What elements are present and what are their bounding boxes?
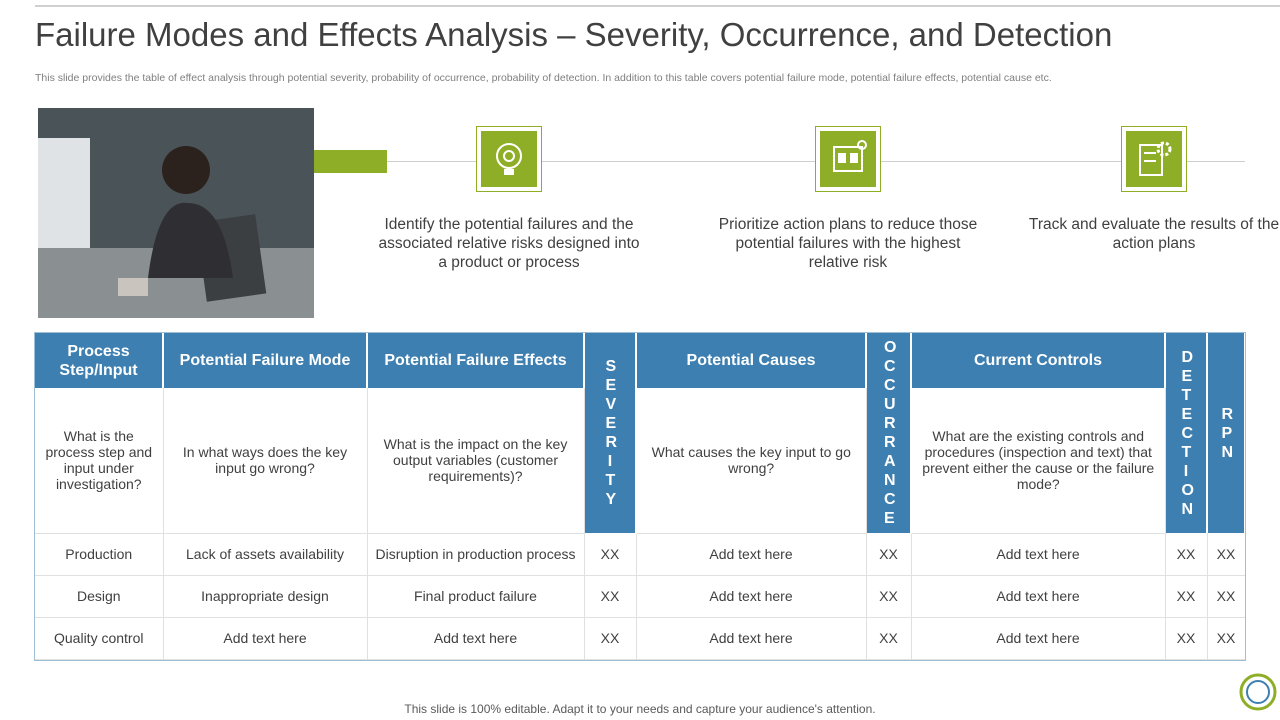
data-cell: Final product failure <box>367 575 585 618</box>
header-text: Potential Failure Effects <box>384 352 567 369</box>
data-cell: Lack of assets availability <box>163 533 368 576</box>
fmea-table: Process Step/Input Potential Failure Mode… <box>35 333 1246 660</box>
data-row: Design Inappropriate design Final product … <box>35 575 1246 618</box>
header-text: Potential Causes <box>686 352 816 369</box>
description-cell: In what ways does the key input go wrong… <box>163 388 368 534</box>
data-cell: XX <box>1207 533 1246 576</box>
description-cell: What is the impact on the key output var… <box>367 388 585 534</box>
header-text: RPN <box>1221 405 1234 461</box>
header-text: Potential Failure Mode <box>179 352 351 369</box>
description-cell: What causes the key input to go wrong? <box>636 388 867 534</box>
accent-bar <box>314 150 387 173</box>
header-row: Process Step/Input Potential Failure Mode… <box>35 333 1246 533</box>
footer-note: This slide is 100% editable. Adapt it to… <box>404 702 876 716</box>
description-cell: What are the existing controls and proce… <box>911 388 1166 534</box>
header-text: Process Step/Input <box>59 342 138 379</box>
header-cell: SEVERITY <box>584 333 637 533</box>
data-cell: XX <box>584 617 637 660</box>
description-cell: What is the process step and input under… <box>35 388 164 534</box>
logo <box>1239 673 1277 711</box>
data-cell: XX <box>866 617 912 660</box>
data-cell: XX <box>1165 533 1208 576</box>
subtitle: This slide provides the table of effect … <box>35 72 1052 84</box>
data-cell: Inappropriate design <box>163 575 368 618</box>
header-text: OCCURRANCE <box>884 339 897 527</box>
icon <box>815 126 881 192</box>
data-row: Production Lack of assets availability Dis… <box>35 533 1246 576</box>
icon <box>1121 126 1187 192</box>
data-cell: Add text here <box>636 575 867 618</box>
description-row: What is the process step and input under… <box>35 388 1245 534</box>
step-text: Identify the potential failures and the … <box>378 216 640 271</box>
header-text: SEVERITY <box>605 358 618 508</box>
data-cell: XX <box>1165 617 1208 660</box>
data-cell: Add text here <box>636 533 867 576</box>
header-cell: Potential Causes <box>636 333 867 388</box>
data-cell: Quality control <box>35 617 164 660</box>
step-text: Track and evaluate the results of the ac… <box>1028 216 1280 252</box>
data-cell: Add text here <box>636 617 867 660</box>
icon <box>476 126 542 192</box>
step-text: Prioritize action plans to reduce those … <box>718 216 978 271</box>
top-rule <box>35 5 1280 7</box>
data-cell: XX <box>1207 617 1246 660</box>
data-cell: Add text here <box>911 575 1166 618</box>
header-cell: DETECTION <box>1165 333 1208 533</box>
header-text: Current Controls <box>974 352 1102 369</box>
data-cell: Add text here <box>163 617 368 660</box>
data-cell: XX <box>584 575 637 618</box>
header-cell: Potential Failure Mode <box>163 333 368 388</box>
header-text: DETECTION <box>1181 348 1194 518</box>
data-row: Quality control Add text here Add text her… <box>35 617 1246 660</box>
data-cell: XX <box>584 533 637 576</box>
data-cell: Add text here <box>911 533 1166 576</box>
data-cell: XX <box>1165 575 1208 618</box>
data-cell: Add text here <box>367 617 585 660</box>
title: Failure Modes and Effects Analysis – Sev… <box>35 16 1113 53</box>
header-cell: Process Step/Input <box>35 333 164 388</box>
header-cell: RPN <box>1207 333 1246 533</box>
data-cell: Design <box>35 575 164 618</box>
data-cell: Production <box>35 533 164 576</box>
photo <box>38 108 314 318</box>
data-cell: XX <box>1207 575 1246 618</box>
data-cell: Disruption in production process <box>367 533 585 576</box>
data-cell: XX <box>866 575 912 618</box>
data-cell: XX <box>866 533 912 576</box>
header-cell: Current Controls <box>911 333 1166 388</box>
header-cell: Potential Failure Effects <box>367 333 585 388</box>
header-cell: OCCURRANCE <box>866 333 912 533</box>
data-cell: Add text here <box>911 617 1166 660</box>
